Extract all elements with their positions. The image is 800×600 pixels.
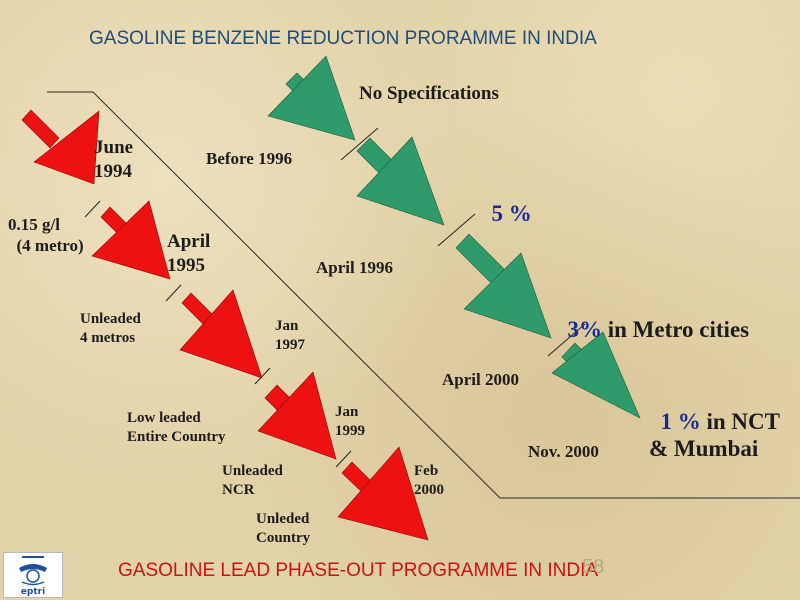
lead-date-label: June 1994 [94, 137, 134, 182]
step-tick [340, 127, 379, 161]
benzene-spec-label: 3% in Metro cities [556, 291, 750, 344]
benzene-spec-value: 3% [567, 317, 603, 343]
step-tick [84, 200, 101, 218]
lead-date-label: Jan 1999 [335, 404, 365, 439]
benzene-programme-title: GASOLINE BENZENE REDUCTION PRORAMME IN I… [89, 28, 597, 49]
divider-line [47, 91, 800, 499]
benzene-spec-label: 1 % in NCT & Mumbai [649, 383, 780, 462]
step-tick [335, 450, 352, 468]
benzene-arrow [267, 55, 356, 141]
lead-arrow [257, 371, 337, 460]
lead-arrow [179, 289, 263, 379]
lead-arrow [21, 109, 100, 185]
lead-milestone-label: Unleded Country [256, 511, 311, 546]
benzene-arrow [551, 331, 641, 419]
step-tick [165, 284, 182, 302]
benzene-spec-value: 5 % [491, 201, 532, 227]
step-tick [547, 323, 586, 357]
benzene-spec-label: 5 % [480, 175, 532, 228]
step-tick [254, 367, 271, 385]
benzene-date-label: April 2000 [442, 370, 519, 389]
benzene-spec-value: 1 % [660, 409, 701, 435]
benzene-date-label: Nov. 2000 [528, 442, 599, 461]
lead-milestone-label: 0.15 g/l (4 metro) [8, 215, 84, 256]
benzene-spec-text: in Metro cities [602, 317, 750, 343]
step-tick [437, 213, 476, 247]
benzene-arrow [455, 233, 552, 339]
eptri-emblem-icon: eptri [19, 556, 47, 597]
benzene-spec-text: in NCT & Mumbai [649, 409, 780, 461]
lead-programme-title: GASOLINE LEAD PHASE-OUT PROGRAMME IN IND… [118, 560, 599, 581]
lead-date-label: Jan 1997 [275, 318, 305, 353]
logo-text: eptri [21, 587, 45, 597]
benzene-date-label: April 1996 [316, 258, 393, 277]
lead-date-label: Feb 2000 [414, 463, 444, 498]
lead-arrow [91, 200, 171, 280]
benzene-date-label: Before 1996 [206, 149, 293, 168]
benzene-spec-label: No Specifications [359, 83, 499, 104]
lead-arrows [21, 109, 429, 541]
lead-milestone-label: Unleaded 4 metros [80, 311, 141, 346]
lead-milestone-label: Unleaded NCR [222, 463, 283, 498]
eptri-logo: eptri [3, 552, 63, 598]
lead-date-label: April 1995 [167, 231, 211, 276]
benzene-arrow [356, 136, 445, 226]
lead-milestone-label: Low leaded Entire Country [127, 410, 226, 445]
lead-arrow [337, 446, 429, 541]
page-number: 58 [582, 556, 605, 578]
benzene-arrows [267, 55, 641, 419]
